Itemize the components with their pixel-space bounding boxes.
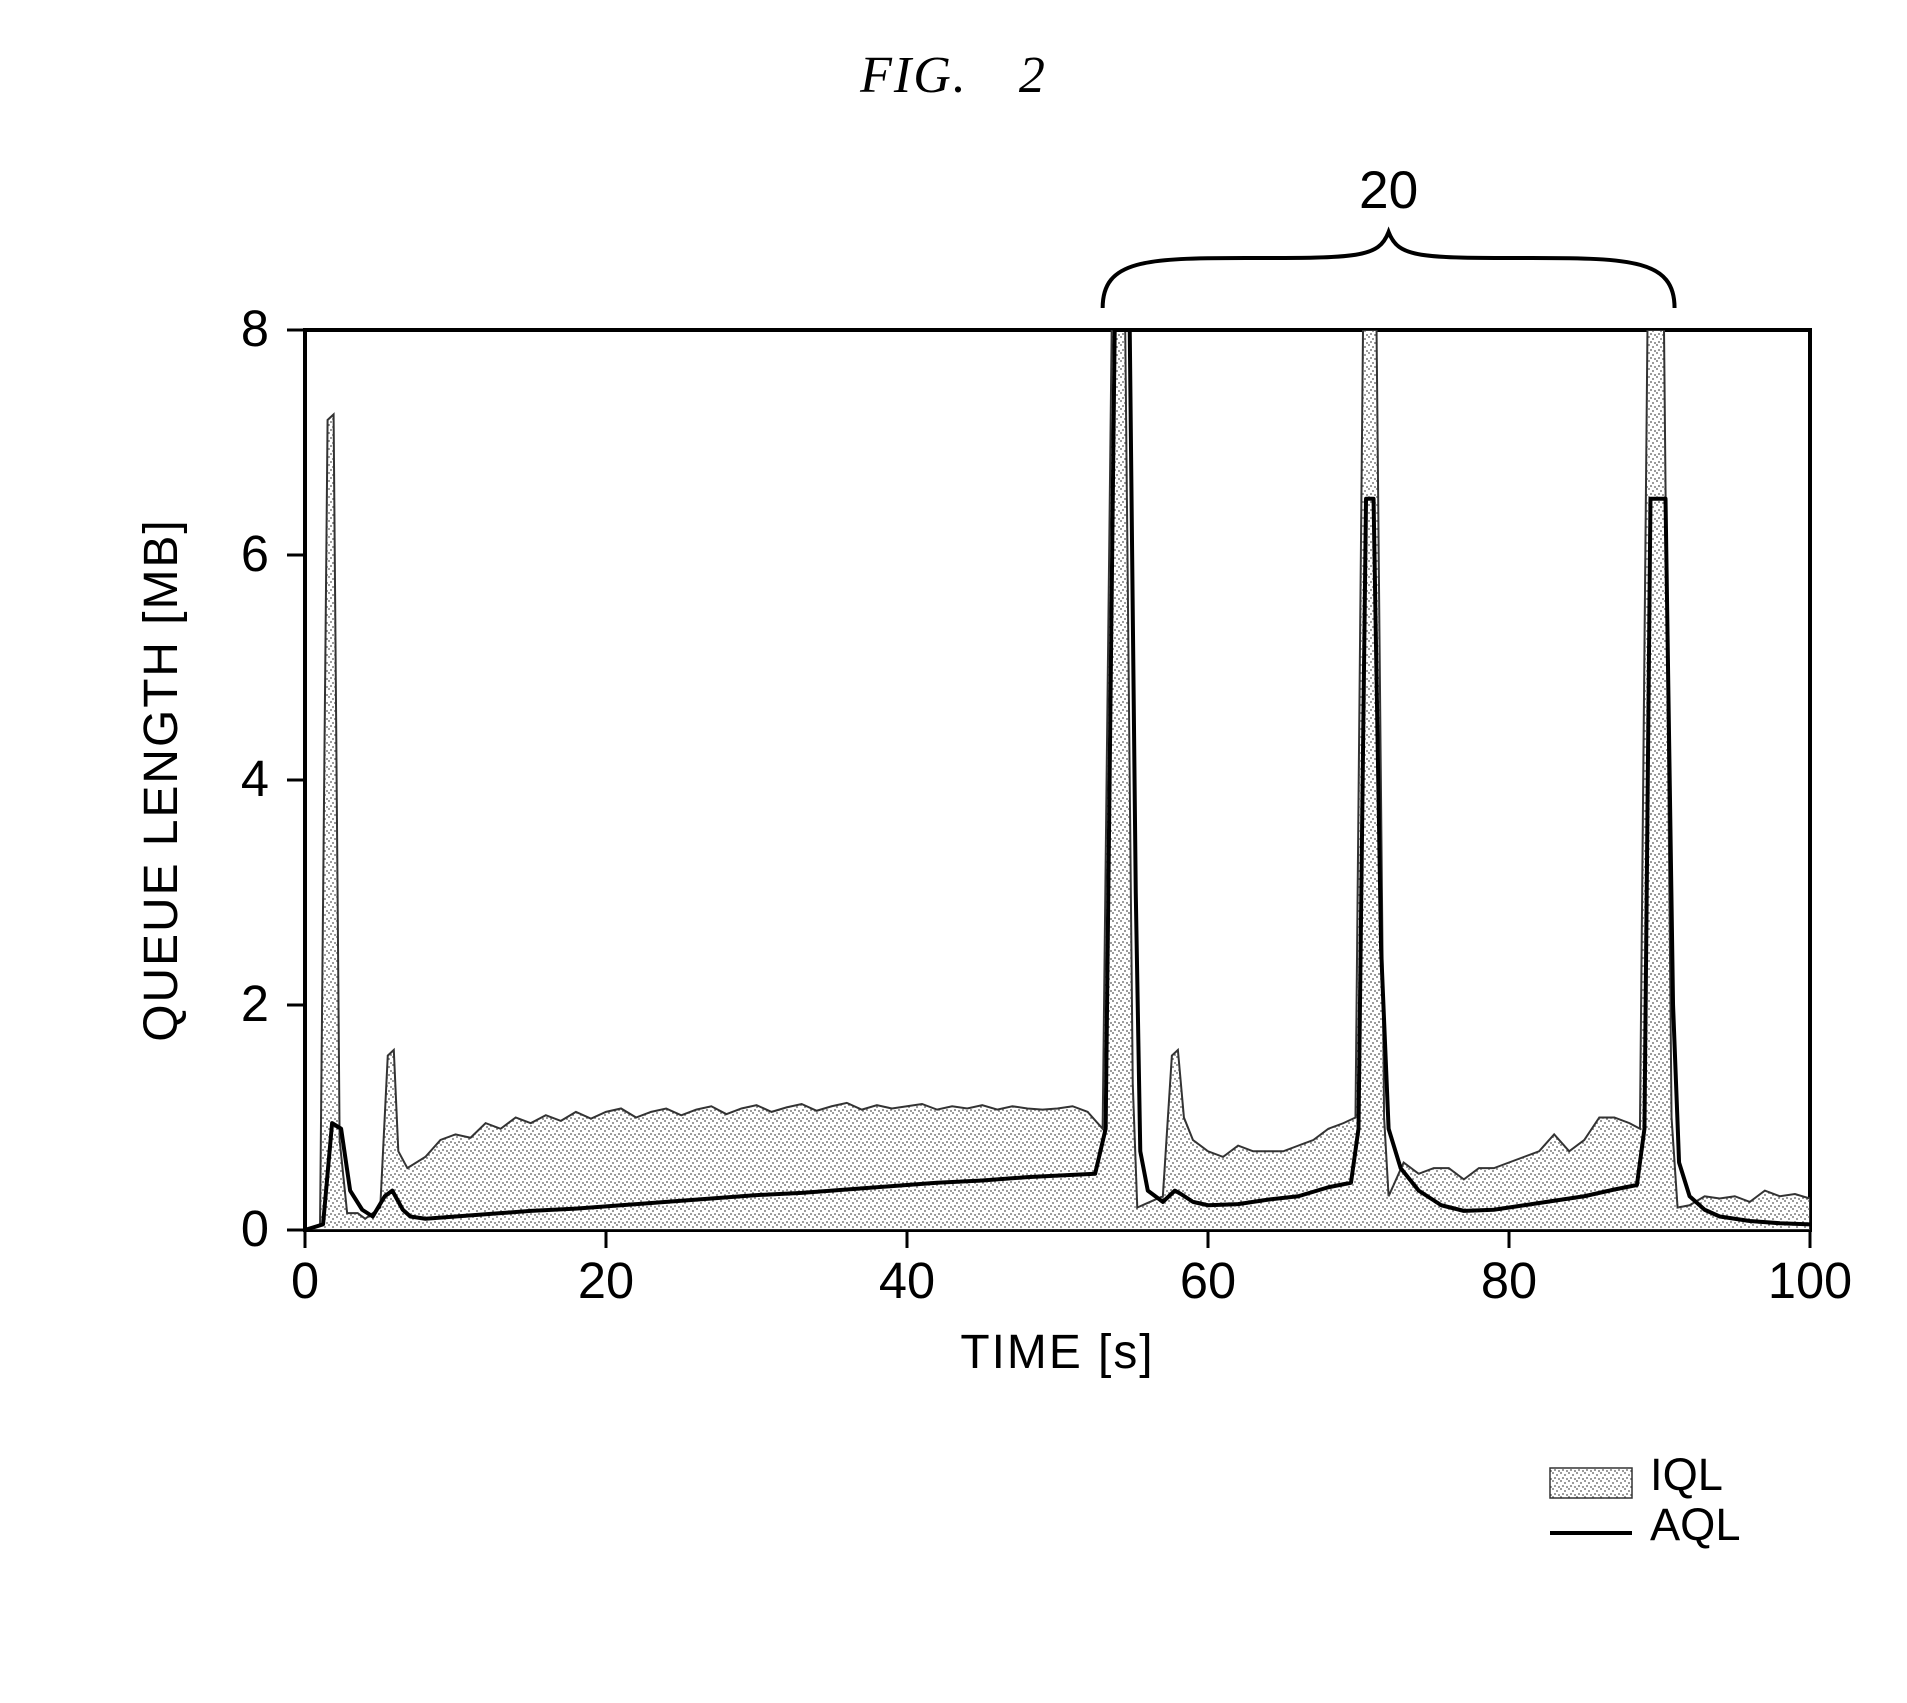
brace-icon <box>1103 232 1675 308</box>
annotation-brace: 20 <box>1103 161 1675 308</box>
y-tick-label: 2 <box>241 975 269 1032</box>
plot-frame <box>305 330 1810 1230</box>
legend-label: AQL <box>1650 1499 1740 1550</box>
legend-swatch-iql <box>1550 1468 1632 1498</box>
x-tick-label: 0 <box>291 1252 319 1309</box>
y-tick-label: 0 <box>241 1200 269 1257</box>
page: FIG. 2 20 020406080100 02468 TIME [s] QU… <box>0 0 1907 1703</box>
y-tick-label: 4 <box>241 750 269 807</box>
annotation-label: 20 <box>1359 161 1418 220</box>
y-tick-label: 8 <box>241 300 269 357</box>
series-group <box>305 330 1810 1230</box>
x-tick-label: 20 <box>578 1252 634 1309</box>
y-tick-label: 6 <box>241 525 269 582</box>
series-iql-area <box>305 330 1810 1230</box>
legend-label: IQL <box>1650 1449 1723 1500</box>
x-tick-label: 80 <box>1481 1252 1537 1309</box>
x-axis-label: TIME [s] <box>960 1326 1154 1379</box>
x-tick-label: 40 <box>879 1252 935 1309</box>
x-tick-label: 100 <box>1768 1252 1852 1309</box>
x-tick-label: 60 <box>1180 1252 1236 1309</box>
y-axis-label: QUEUE LENGTH [MB] <box>135 518 188 1041</box>
chart: 20 0 20 40 60 80 100 0 2 4 6 8 TIME [s] QUEUE LEN… <box>0 0 1907 1703</box>
series-aql-line <box>305 330 1810 1230</box>
x-axis-ticks: 0 20 40 60 80 100 <box>291 1230 1852 1309</box>
legend: IQLAQL <box>1550 1449 1740 1550</box>
y-axis-ticks: 0 2 4 6 8 <box>241 300 305 1257</box>
